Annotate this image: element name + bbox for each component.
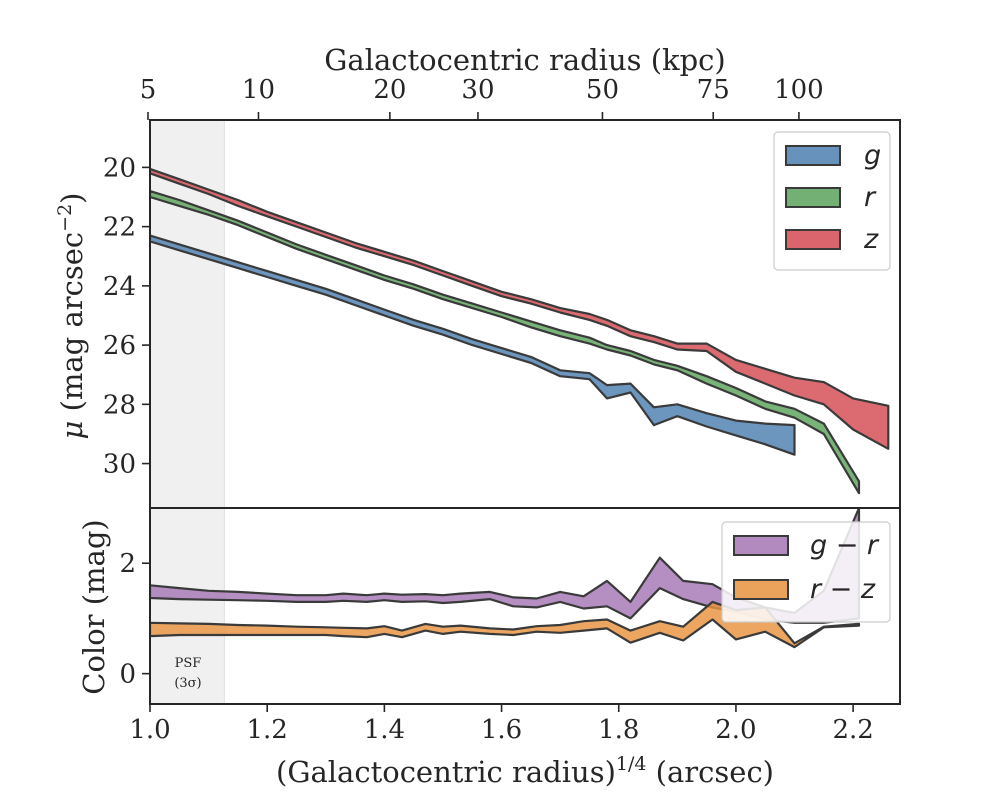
y-tick-label: 24 [103, 272, 136, 302]
top-axis-label: Galactocentric radius (kpc) [324, 43, 725, 77]
y-tick-label: 20 [103, 153, 136, 183]
top-tick-label: 30 [461, 75, 494, 105]
psf-label: PSF [175, 656, 202, 671]
x-tick-label: 1.6 [481, 715, 522, 745]
top-tick-label: 50 [586, 75, 619, 105]
x-tick-label: 1.2 [247, 715, 288, 745]
x-tick-label: 1.4 [364, 715, 405, 745]
legend-label-z: z [863, 224, 879, 255]
legend-swatch-g [785, 145, 841, 166]
legend-swatch-z [785, 229, 841, 250]
legend-label-g-r: g − r [810, 530, 880, 561]
legend-label-g: g [864, 140, 881, 171]
bottom-panel-ylabel: Color (mag) [77, 519, 111, 694]
y-tick-label: 2 [119, 549, 136, 579]
y-tick-label: 28 [103, 390, 136, 420]
band-r [150, 190, 861, 495]
top-tick-label: 100 [774, 75, 824, 105]
band-g [150, 234, 796, 456]
y-tick-label: 22 [103, 213, 136, 243]
psf-region [150, 508, 225, 704]
top-tick-label: 75 [697, 75, 730, 105]
ylabel-tail: ) [55, 193, 89, 204]
surface-brightness-panel: 20 22 24 26 28 30 grz [103, 119, 901, 509]
y-tick-label: 26 [103, 331, 136, 361]
legend: grz [773, 131, 891, 271]
top-tick-label: 10 [242, 75, 275, 105]
legend: g − r r − z [721, 521, 891, 623]
bottom-axis-label: (Galactocentric radius)1/4 (arcsec) [276, 753, 774, 789]
bottom-axis-ticks: 1.0 1.2 1.4 1.6 1.8 2.0 2.2 [129, 704, 874, 745]
color-panel: 0 2 g − r r − z [119, 507, 901, 705]
x-tick-label: 1.8 [598, 715, 639, 745]
mu-symbol: μ [55, 421, 89, 440]
band-z [150, 167, 890, 450]
legend-label-r-z: r − z [810, 574, 876, 605]
x-tick-label: 2.0 [715, 715, 756, 745]
legend-swatch-g-r [733, 535, 789, 556]
panel-frame [149, 507, 901, 705]
top-tick-label: 20 [373, 75, 406, 105]
x-tick-label: 1.0 [129, 715, 170, 745]
top-tick-label: 5 [140, 75, 157, 105]
legend-label-r: r [864, 182, 877, 213]
y-tick-label: 0 [119, 660, 136, 690]
y-tick-label: 30 [103, 450, 136, 480]
ylabel-main: (mag arcsec [55, 232, 89, 421]
top-panel-ylabel: μ (mag arcsec−2) [54, 193, 89, 440]
ylabel-sup: −2 [54, 204, 76, 232]
top-axis-ticks: 5 10 20 30 50 75 100 [140, 75, 824, 120]
band-r-z [150, 600, 861, 649]
legend-swatch-r [785, 187, 841, 208]
psf-sigma-label: (3σ) [174, 676, 201, 691]
x-tick-label: 2.2 [832, 715, 873, 745]
legend-swatch-r-z [733, 579, 789, 600]
